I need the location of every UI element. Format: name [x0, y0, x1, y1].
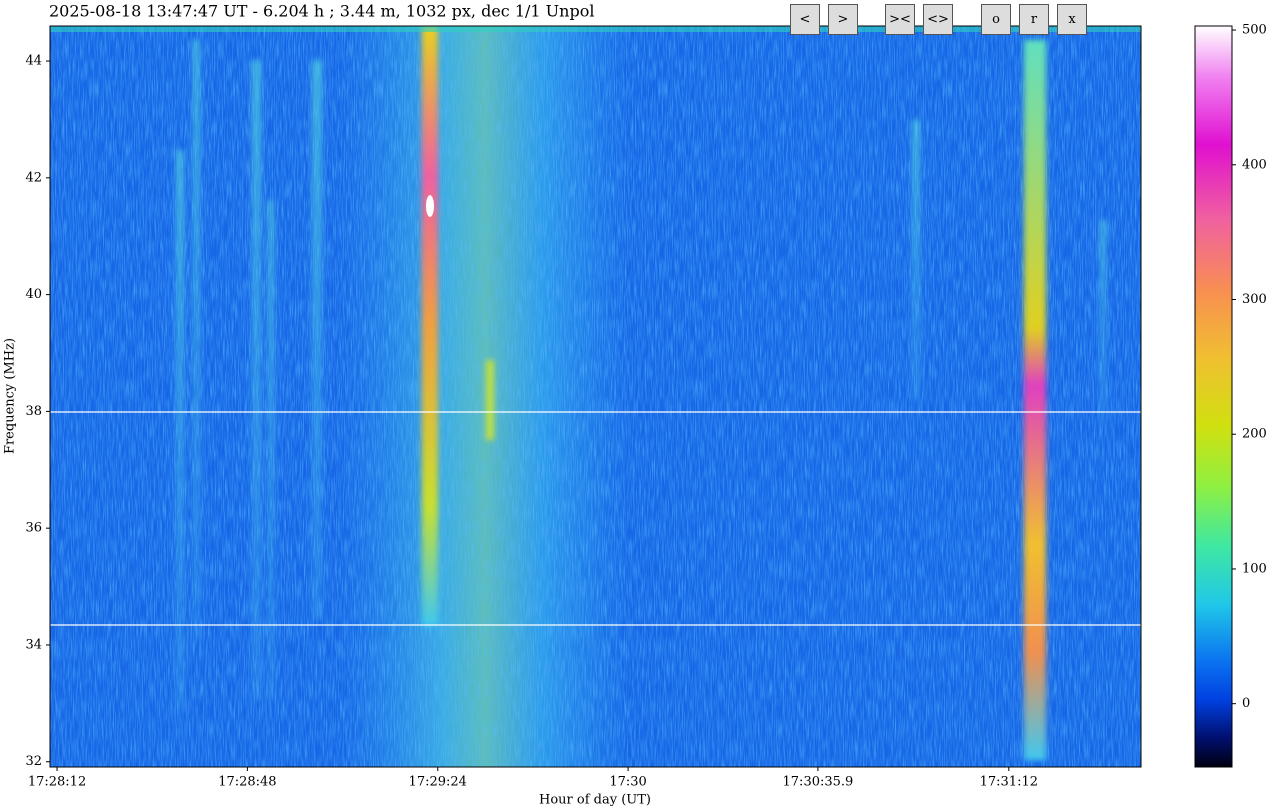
toolbar-button[interactable]: r	[1019, 4, 1049, 35]
y-tick-label: 32	[25, 754, 42, 769]
toolbar-button[interactable]: <>	[923, 4, 953, 35]
y-tick-label: 34	[25, 637, 42, 652]
toolbar-button[interactable]: >	[828, 4, 858, 35]
colorbar-tick-label: 500	[1242, 23, 1267, 38]
chart-title: 2025-08-18 13:47:47 UT - 6.204 h ; 3.44 …	[49, 2, 594, 21]
y-tick-label: 36	[25, 521, 42, 536]
spectrogram-image	[50, 26, 1141, 767]
y-axis-label: Frequency (MHz)	[3, 338, 18, 454]
toolbar-button[interactable]: o	[981, 4, 1011, 35]
x-tick-label: 17:28:12	[28, 775, 86, 790]
x-tick-label: 17:30:35.9	[783, 775, 854, 790]
x-tick-label: 17:28:48	[218, 775, 276, 790]
y-tick-label: 38	[25, 404, 42, 419]
plot-frame	[49, 25, 1142, 768]
toolbar-button[interactable]: x	[1057, 4, 1087, 35]
x-tick-label: 17:30	[609, 775, 646, 790]
colorbar-tick-label: 400	[1242, 157, 1267, 172]
colorbar	[1194, 25, 1233, 768]
y-tick-label: 40	[25, 287, 42, 302]
y-tick-label: 44	[25, 54, 42, 69]
x-tick-label: 17:29:24	[409, 775, 467, 790]
colorbar-tick-label: 100	[1242, 561, 1267, 576]
toolbar-button[interactable]: ><	[885, 4, 915, 35]
toolbar-button[interactable]: <	[790, 4, 820, 35]
colorbar-tick-label: 200	[1242, 427, 1267, 442]
y-tick-label: 42	[25, 170, 42, 185]
x-tick-label: 17:31:12	[980, 775, 1038, 790]
colorbar-tick-label: 300	[1242, 292, 1267, 307]
colorbar-tick-label: 0	[1242, 696, 1250, 711]
x-axis-label: Hour of day (UT)	[539, 793, 651, 808]
